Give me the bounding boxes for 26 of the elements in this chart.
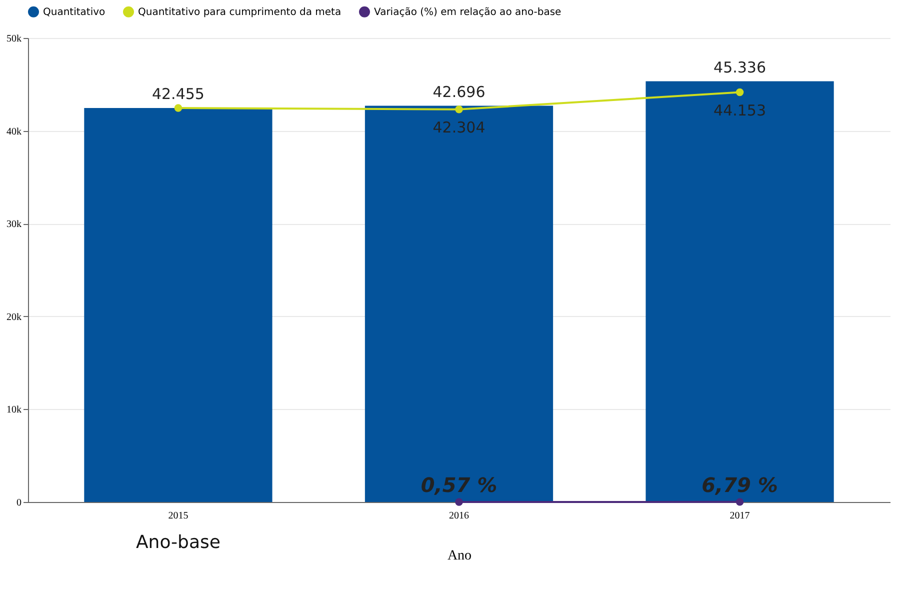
data-label: 42.455 bbox=[152, 85, 204, 104]
x-axis-title: Ano bbox=[447, 548, 472, 564]
y-tick-label: 20k bbox=[6, 312, 22, 323]
data-label: 0,57 % bbox=[420, 472, 498, 497]
data-label: 6,79 % bbox=[702, 472, 778, 497]
x-tick-label: 2016 bbox=[449, 510, 469, 522]
y-tick-label: 50k bbox=[6, 34, 22, 44]
point bbox=[455, 498, 463, 506]
x-tick-label: 2015 bbox=[168, 510, 188, 522]
legend-label: Variação (%) em relação ao ano-base bbox=[374, 6, 562, 18]
y-tick-label: 10k bbox=[6, 404, 22, 416]
point bbox=[736, 88, 744, 96]
legend-label: Quantitativo para cumprimento da meta bbox=[138, 6, 342, 18]
point bbox=[736, 498, 744, 506]
y-tick-label: 30k bbox=[6, 219, 22, 230]
text: Ano-base bbox=[136, 532, 220, 553]
data-label: 42.696 bbox=[432, 82, 486, 101]
data-label: 44.153 bbox=[714, 101, 766, 120]
point bbox=[455, 106, 463, 114]
point bbox=[174, 104, 182, 112]
data-label: 45.336 bbox=[714, 58, 766, 76]
legend-label: Quantitativo bbox=[43, 6, 106, 18]
y-tick-label: 40k bbox=[6, 126, 22, 138]
x-tick-label: 2017 bbox=[730, 510, 750, 522]
data-label: 42.304 bbox=[432, 118, 486, 136]
y-tick-label: 0 bbox=[16, 498, 22, 508]
